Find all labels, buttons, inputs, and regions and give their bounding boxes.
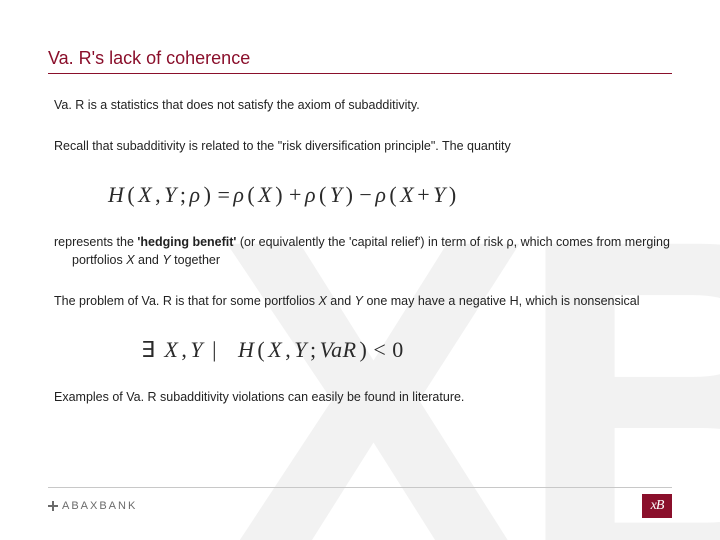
slide-container: Va. R's lack of coherence Va. R is a sta… xyxy=(0,0,720,540)
var-x: X xyxy=(126,253,134,267)
paragraph-2: Recall that subadditivity is related to … xyxy=(48,137,672,156)
text: one may have a negative H, which is nons… xyxy=(363,294,640,308)
text: and xyxy=(327,294,355,308)
var-y: Y xyxy=(162,253,170,267)
text: together xyxy=(171,253,220,267)
paragraph-5: Examples of Va. R subadditivity violatio… xyxy=(48,388,672,407)
slide-body: Va. R is a statistics that does not sati… xyxy=(48,96,672,407)
var-y: Y xyxy=(355,294,363,308)
brand-logo: xB xyxy=(642,494,672,518)
var-x: X xyxy=(318,294,326,308)
text: and xyxy=(135,253,163,267)
brand-name: ABAXBANK xyxy=(48,500,137,512)
slide-title: Va. R's lack of coherence xyxy=(48,48,672,74)
text: represents the xyxy=(54,235,137,249)
formula-hedging-benefit: H(X,Y;ρ)=ρ(X)+ρ(Y)−ρ(X+Y) xyxy=(108,178,672,211)
text: The problem of Va. R is that for some po… xyxy=(54,294,318,308)
slide-footer: ABAXBANK xB xyxy=(48,487,672,518)
paragraph-4: The problem of Va. R is that for some po… xyxy=(48,292,672,311)
paragraph-3: represents the 'hedging benefit' (or equ… xyxy=(48,233,672,271)
bold-hedging-benefit: 'hedging benefit' xyxy=(137,235,236,249)
formula-negative-h: ∃ X,Y | H(X,Y;VaR)<0 xyxy=(138,333,672,366)
brand-text: ABAXBANK xyxy=(62,500,137,512)
paragraph-1: Va. R is a statistics that does not sati… xyxy=(48,96,672,115)
brand-mark-icon xyxy=(48,501,58,511)
